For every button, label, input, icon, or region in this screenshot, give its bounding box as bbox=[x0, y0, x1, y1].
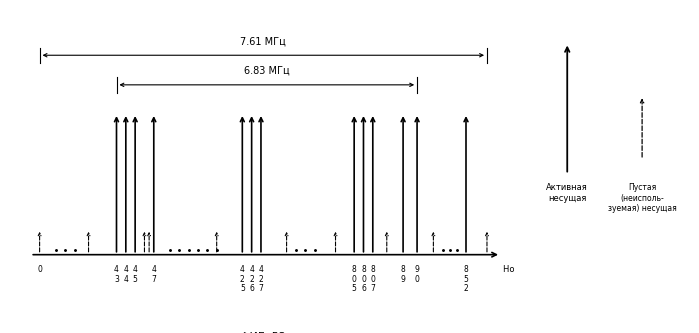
Text: 2: 2 bbox=[250, 275, 254, 284]
Text: 9: 9 bbox=[401, 275, 405, 284]
Text: 4: 4 bbox=[124, 275, 128, 284]
Text: 0: 0 bbox=[37, 265, 42, 274]
Text: 0: 0 bbox=[415, 275, 419, 284]
Text: Активная
несущая: Активная несущая bbox=[547, 183, 588, 203]
Text: 3: 3 bbox=[114, 275, 119, 284]
Text: 7: 7 bbox=[370, 284, 375, 293]
Text: 5: 5 bbox=[352, 284, 356, 293]
Text: 5: 5 bbox=[133, 275, 138, 284]
Text: 4: 4 bbox=[240, 265, 245, 274]
Text: Пустая
(неисполь-
зуемая) несущая: Пустая (неисполь- зуемая) несущая bbox=[607, 183, 677, 213]
Text: 0: 0 bbox=[361, 275, 366, 284]
Text: 7: 7 bbox=[152, 275, 156, 284]
Text: ФИГ. 52: ФИГ. 52 bbox=[240, 332, 286, 333]
Text: 6: 6 bbox=[250, 284, 254, 293]
Text: 8: 8 bbox=[361, 265, 366, 274]
Text: 8: 8 bbox=[401, 265, 405, 274]
FancyBboxPatch shape bbox=[510, 7, 696, 312]
Text: 5: 5 bbox=[463, 275, 468, 284]
Text: 8: 8 bbox=[370, 265, 375, 274]
Text: 4: 4 bbox=[114, 265, 119, 274]
Text: 2: 2 bbox=[240, 275, 245, 284]
Text: 4: 4 bbox=[133, 265, 138, 274]
Text: 0: 0 bbox=[352, 275, 356, 284]
Text: 2: 2 bbox=[463, 284, 468, 293]
Text: 4: 4 bbox=[124, 265, 128, 274]
Text: 6.83 МГц: 6.83 МГц bbox=[244, 66, 289, 76]
Text: 7.61 МГц: 7.61 МГц bbox=[240, 36, 286, 46]
Text: 4: 4 bbox=[250, 265, 254, 274]
Text: Номер поднесущей: Номер поднесущей bbox=[503, 265, 589, 274]
Text: 9: 9 bbox=[415, 265, 419, 274]
Text: 5: 5 bbox=[240, 284, 245, 293]
Text: 4: 4 bbox=[259, 265, 264, 274]
Text: 7: 7 bbox=[259, 284, 264, 293]
Text: 8: 8 bbox=[463, 265, 468, 274]
Text: 6: 6 bbox=[361, 284, 366, 293]
Text: 2: 2 bbox=[259, 275, 264, 284]
Text: 4: 4 bbox=[152, 265, 156, 274]
Text: 0: 0 bbox=[370, 275, 375, 284]
Text: 8: 8 bbox=[352, 265, 356, 274]
